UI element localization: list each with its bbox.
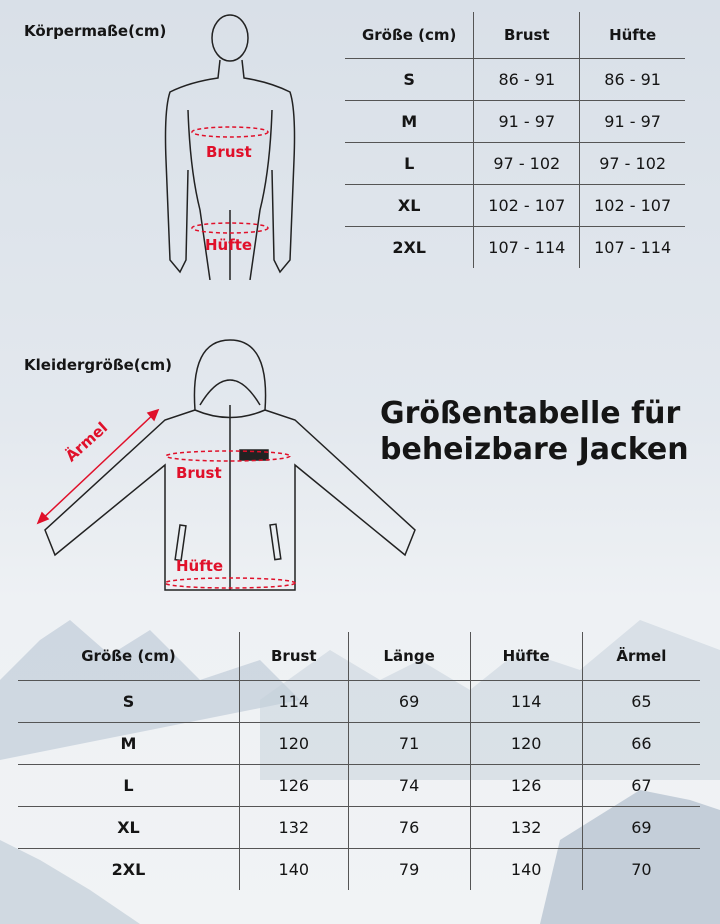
title-line-1: Größentabelle für bbox=[380, 396, 681, 431]
value-cell: 120 bbox=[238, 721, 349, 765]
table-row: 2XL 107 - 114 107 - 114 bbox=[345, 225, 685, 268]
size-cell: XL bbox=[18, 805, 240, 849]
table-header-row: Größe (cm) Brust Hüfte bbox=[345, 12, 685, 59]
size-cell: S bbox=[345, 57, 475, 101]
header-hip: Hüfte bbox=[469, 632, 583, 681]
value-cell: 132 bbox=[469, 805, 583, 849]
header-chest: Brust bbox=[238, 632, 349, 681]
table-row: M 120 71 120 66 bbox=[18, 721, 700, 765]
page-title: Größentabelle für beheizbare Jacken bbox=[380, 396, 689, 468]
value-cell: 86 - 91 bbox=[473, 57, 581, 101]
value-cell: 126 bbox=[469, 763, 583, 807]
value-cell: 74 bbox=[347, 763, 471, 807]
garment-size-table: Größe (cm) Brust Länge Hüfte Ärmel S 114 6… bbox=[18, 632, 700, 890]
value-cell: 132 bbox=[238, 805, 349, 849]
body-chest-label: Brust bbox=[206, 143, 252, 161]
value-cell: 67 bbox=[581, 763, 700, 807]
jacket-hip-label: Hüfte bbox=[176, 557, 224, 575]
value-cell: 79 bbox=[347, 847, 471, 890]
jacket-illustration bbox=[36, 339, 416, 591]
value-cell: 102 - 107 bbox=[579, 183, 685, 227]
size-cell: L bbox=[18, 763, 240, 807]
table-row: 2XL 140 79 140 70 bbox=[18, 847, 700, 890]
size-cell: 2XL bbox=[18, 847, 240, 890]
size-cell: S bbox=[18, 679, 240, 723]
table-row: L 97 - 102 97 - 102 bbox=[345, 141, 685, 185]
header-sleeve: Ärmel bbox=[581, 632, 700, 681]
value-cell: 140 bbox=[238, 847, 349, 890]
header-length: Länge bbox=[347, 632, 471, 681]
value-cell: 107 - 114 bbox=[473, 225, 581, 268]
garment-size-heading: Kleidergröße(cm) bbox=[24, 356, 173, 374]
body-hip-label: Hüfte bbox=[205, 236, 253, 254]
table-row: L 126 74 126 67 bbox=[18, 763, 700, 807]
header-size: Größe (cm) bbox=[18, 632, 240, 681]
value-cell: 69 bbox=[581, 805, 700, 849]
body-size-table: Größe (cm) Brust Hüfte S 86 - 91 86 - 91 M 9… bbox=[345, 12, 685, 268]
value-cell: 91 - 97 bbox=[579, 99, 685, 143]
jacket-chest-label: Brust bbox=[176, 464, 222, 482]
header-size: Größe (cm) bbox=[345, 12, 475, 59]
value-cell: 107 - 114 bbox=[579, 225, 685, 268]
value-cell: 69 bbox=[347, 679, 471, 723]
title-line-2: beheizbare Jacken bbox=[380, 432, 689, 467]
value-cell: 76 bbox=[347, 805, 471, 849]
value-cell: 97 - 102 bbox=[473, 141, 581, 185]
table-header-row: Größe (cm) Brust Länge Hüfte Ärmel bbox=[18, 632, 700, 681]
table-row: XL 132 76 132 69 bbox=[18, 805, 700, 849]
value-cell: 120 bbox=[469, 721, 583, 765]
value-cell: 114 bbox=[238, 679, 349, 723]
table-row: S 86 - 91 86 - 91 bbox=[345, 57, 685, 101]
header-hip: Hüfte bbox=[579, 12, 685, 59]
table-row: XL 102 - 107 102 - 107 bbox=[345, 183, 685, 227]
value-cell: 97 - 102 bbox=[579, 141, 685, 185]
value-cell: 70 bbox=[581, 847, 700, 890]
value-cell: 102 - 107 bbox=[473, 183, 581, 227]
size-cell: L bbox=[345, 141, 475, 185]
size-cell: M bbox=[18, 721, 240, 765]
value-cell: 140 bbox=[469, 847, 583, 890]
value-cell: 86 - 91 bbox=[579, 57, 685, 101]
size-cell: M bbox=[345, 99, 475, 143]
body-figure-illustration bbox=[164, 14, 296, 280]
value-cell: 65 bbox=[581, 679, 700, 723]
body-measurements-heading: Körpermaße(cm) bbox=[24, 22, 167, 40]
size-cell: 2XL bbox=[345, 225, 475, 268]
table-row: S 114 69 114 65 bbox=[18, 679, 700, 723]
value-cell: 71 bbox=[347, 721, 471, 765]
size-cell: XL bbox=[345, 183, 475, 227]
header-chest: Brust bbox=[473, 12, 581, 59]
value-cell: 66 bbox=[581, 721, 700, 765]
table-row: M 91 - 97 91 - 97 bbox=[345, 99, 685, 143]
value-cell: 114 bbox=[469, 679, 583, 723]
value-cell: 126 bbox=[238, 763, 349, 807]
value-cell: 91 - 97 bbox=[473, 99, 581, 143]
